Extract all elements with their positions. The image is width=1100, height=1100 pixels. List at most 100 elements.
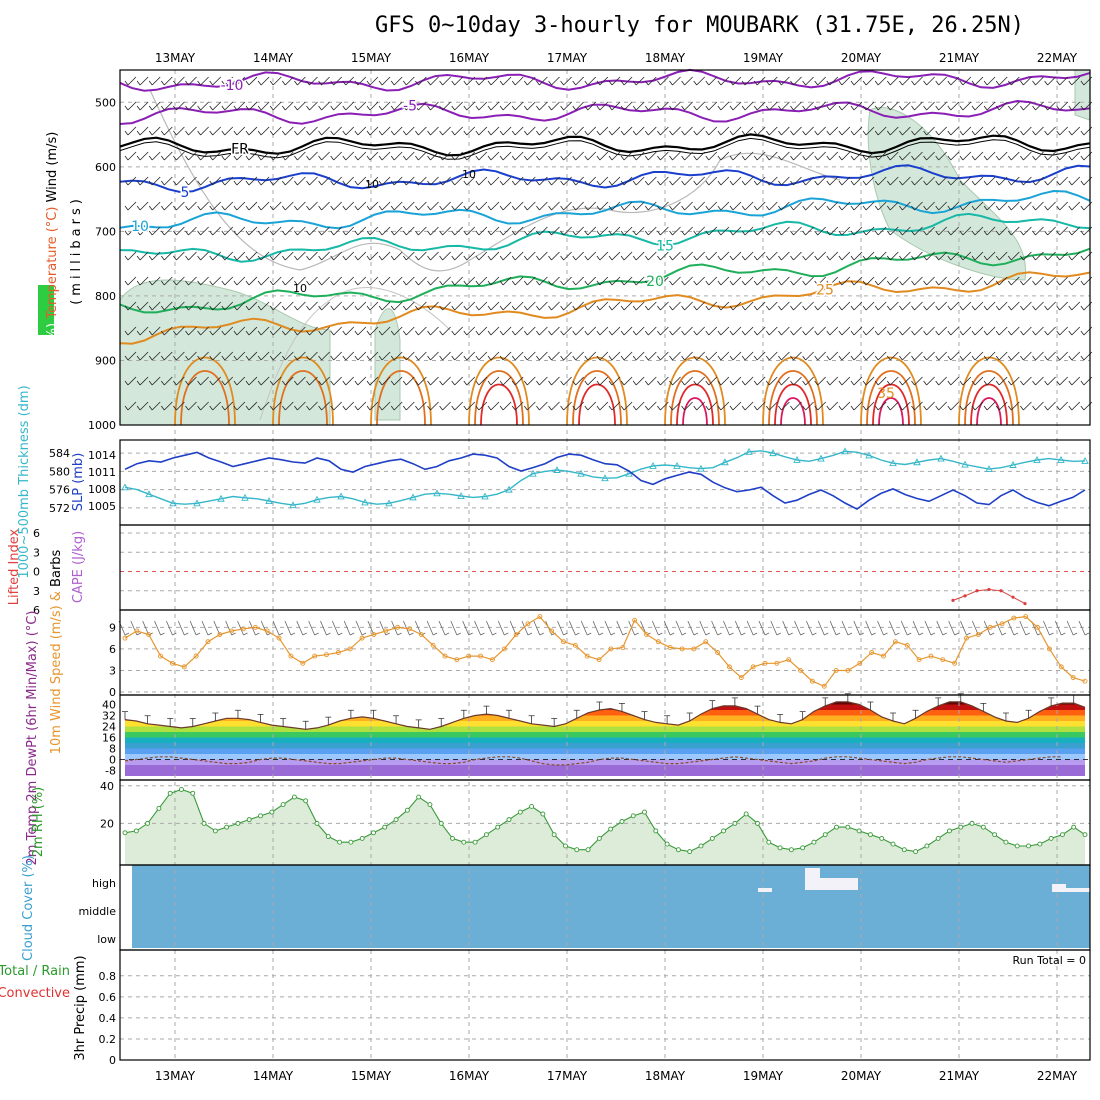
- wind-barb: [1056, 301, 1068, 311]
- wind-barb: [548, 276, 560, 286]
- isotherm-25: [119, 271, 1091, 345]
- wind-barb: [584, 376, 597, 386]
- wind-barb: [342, 376, 355, 386]
- wind-barb: [596, 151, 609, 161]
- wind-barb: [1044, 326, 1056, 336]
- li-tick-4: 6: [33, 604, 40, 617]
- wind-barb: [124, 326, 137, 336]
- wind-barb: [463, 326, 476, 336]
- wind-barb: [1032, 126, 1044, 136]
- wind-speed-point: [312, 653, 318, 659]
- wind-barb: [874, 201, 887, 211]
- dewpoint-series: [124, 756, 1063, 766]
- wind-barb: [802, 126, 814, 136]
- wind-barb-10m: [995, 620, 1007, 636]
- wind-barb: [245, 101, 258, 111]
- wind-barb: [826, 401, 839, 411]
- wind-barb: [814, 351, 826, 361]
- wind-barb: [681, 376, 693, 386]
- wind-barb: [160, 326, 173, 336]
- wind-barb: [911, 101, 923, 111]
- wind-barb: [681, 276, 693, 286]
- wind-barb: [124, 126, 137, 136]
- wind-barb: [814, 126, 826, 136]
- wind-barb: [487, 226, 500, 236]
- wind-barb: [693, 151, 705, 161]
- wind-barb: [584, 301, 597, 311]
- rh-point: [551, 832, 557, 838]
- wind-barb: [874, 251, 887, 261]
- wind-barb: [306, 301, 318, 311]
- wind-barb: [669, 151, 681, 161]
- wind-barb: [366, 126, 379, 136]
- wind-barb: [197, 101, 209, 111]
- warm-dome-0-0: [174, 356, 236, 426]
- thickness-series: [124, 450, 1086, 506]
- wind-barb: [572, 76, 584, 86]
- wind-speed-point: [608, 646, 614, 652]
- isotherm-label-fr: FR: [231, 142, 249, 158]
- precip-tick-4: 0.8: [99, 970, 117, 983]
- temp-tick-0: -8: [105, 765, 116, 778]
- wind-label: 10m Wind Speed (m/s) & Barbs: [49, 549, 64, 754]
- wind-barb: [269, 76, 282, 86]
- wind-barb: [378, 151, 391, 161]
- wind-barb: [548, 201, 560, 211]
- wind-barb: [693, 226, 705, 236]
- wind-barb: [451, 251, 463, 261]
- wind-barb: [390, 176, 403, 186]
- wind-barb: [354, 301, 367, 311]
- wind-barb: [499, 401, 512, 411]
- wind-barb: [983, 276, 996, 286]
- temp-band-6: [125, 732, 1085, 738]
- rh-point: [483, 832, 489, 838]
- wind-barb: [620, 101, 633, 111]
- wind-barb: [947, 251, 960, 261]
- wind-barb: [427, 351, 439, 361]
- date-top-13may: 13MAY: [155, 51, 196, 65]
- wind-barb: [693, 376, 705, 386]
- rh-point: [382, 824, 388, 830]
- wind-barb: [1032, 151, 1044, 161]
- wind-barb: [717, 351, 730, 361]
- rh-point: [303, 798, 309, 804]
- wind-barb: [572, 226, 584, 236]
- wind-barb: [620, 126, 633, 136]
- wind-barb: [995, 276, 1008, 286]
- wind-barb: [511, 151, 524, 161]
- wind-barb-10m: [272, 620, 284, 636]
- warm-dome-4-0: [566, 356, 628, 426]
- wind-barb-10m: [296, 620, 307, 636]
- wind-barb: [451, 101, 463, 111]
- rh-point: [845, 824, 851, 830]
- wind-speed-point: [122, 635, 128, 641]
- wind-barb: [511, 101, 524, 111]
- rh-point: [472, 839, 478, 845]
- wind-barb: [281, 201, 294, 211]
- wind-barb: [439, 226, 451, 236]
- temp-max-bar: [912, 709, 919, 719]
- wind-barb: [245, 126, 258, 136]
- cape-label: CAPE (J/kg): [71, 531, 86, 603]
- wind-speed-point: [442, 653, 448, 659]
- wind-barb: [511, 251, 524, 261]
- wind-barb: [378, 201, 391, 211]
- wind-barb: [511, 301, 524, 311]
- wind-barb: [281, 301, 294, 311]
- wind-barb: [657, 301, 669, 311]
- wind-barb: [499, 151, 512, 161]
- wind-barb: [874, 226, 887, 236]
- wind-barb: [729, 126, 742, 136]
- wind-barb: [185, 151, 197, 161]
- lifted-index-point: [999, 589, 1003, 593]
- wind-barb: [669, 76, 681, 86]
- wind-barb: [148, 126, 161, 136]
- wind-barb: [778, 76, 790, 86]
- rh-label-1: 10: [365, 178, 379, 191]
- slp-series: [124, 451, 1086, 511]
- wind-barb: [294, 101, 306, 111]
- rh-point: [393, 817, 399, 823]
- rh-point: [766, 839, 772, 845]
- wind-barb: [390, 251, 403, 261]
